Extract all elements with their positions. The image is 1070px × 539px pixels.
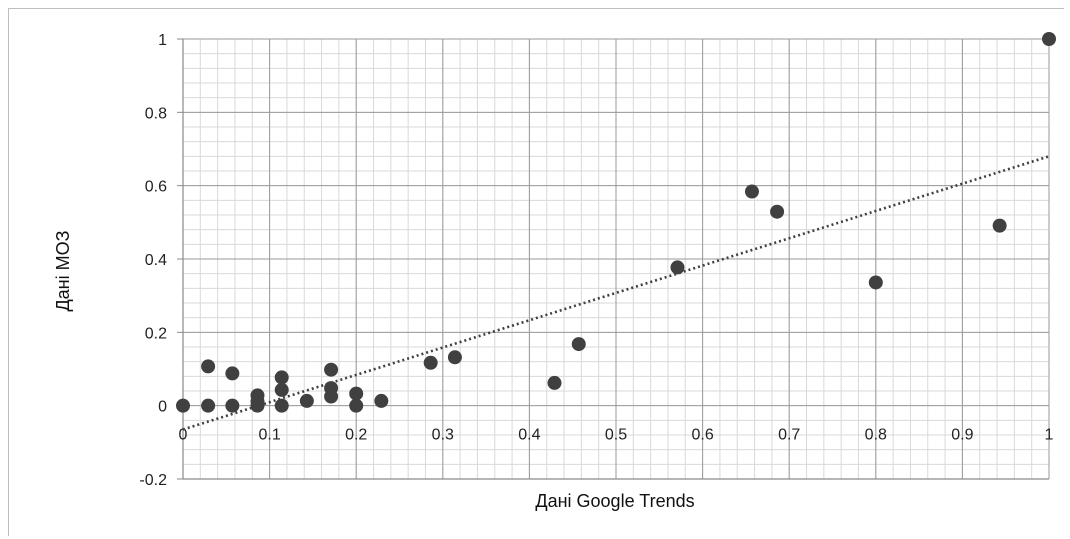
data-point xyxy=(1042,32,1056,46)
x-tick-label: 0.2 xyxy=(345,427,367,444)
data-point xyxy=(324,362,339,377)
x-tick-label: 0.1 xyxy=(258,427,280,444)
data-point xyxy=(770,204,785,219)
x-tick-label: 1 xyxy=(1045,427,1054,444)
data-point xyxy=(274,398,289,413)
scatter-chart: 0 0.1 0.2 0.3 0.4 0.5 0.6 0.7 0.8 0.9 1 -0.2 0 0.2 0.… xyxy=(53,32,1056,511)
y-tick-label: 0.2 xyxy=(145,325,167,342)
y-tick-label: 0.4 xyxy=(145,252,167,269)
data-point xyxy=(250,394,265,409)
chart-frame: 0 0.1 0.2 0.3 0.4 0.5 0.6 0.7 0.8 0.9 1 -0.2 0 0.2 0.… xyxy=(8,8,1064,536)
x-tick-label: 0.6 xyxy=(691,427,713,444)
data-point xyxy=(225,366,240,381)
y-tick-label: 0 xyxy=(158,399,167,416)
data-point xyxy=(299,393,314,408)
y-axis-title: Дані МОЗ xyxy=(53,230,73,311)
x-tick-label: 0.5 xyxy=(605,427,627,444)
data-point xyxy=(992,218,1007,233)
data-point xyxy=(349,398,364,413)
y-tick-label: 0.8 xyxy=(145,105,167,122)
data-point xyxy=(670,260,685,275)
x-tick-labels: 0 0.1 0.2 0.3 0.4 0.5 0.6 0.7 0.8 0.9 1 xyxy=(179,427,1054,444)
data-points xyxy=(176,32,1056,413)
x-tick-label: 0.4 xyxy=(518,427,540,444)
data-point xyxy=(201,398,216,413)
x-axis-title: Дані Google Trends xyxy=(535,491,694,511)
y-tick-labels: -0.2 0 0.2 0.4 0.6 0.8 1 xyxy=(139,32,167,489)
data-point xyxy=(201,359,216,374)
y-tick-label: -0.2 xyxy=(139,472,167,489)
data-point xyxy=(274,370,289,385)
x-tick-label: 0.8 xyxy=(865,427,887,444)
x-tick-label: 0 xyxy=(179,427,188,444)
x-tick-label: 0.3 xyxy=(432,427,454,444)
data-point xyxy=(176,398,190,413)
data-point xyxy=(374,393,389,408)
data-point xyxy=(868,275,883,290)
data-point xyxy=(349,386,364,401)
y-tick-label: 0.6 xyxy=(145,179,167,196)
data-point xyxy=(225,398,240,413)
y-tick-label: 1 xyxy=(158,32,167,49)
data-point xyxy=(274,382,289,397)
x-tick-label: 0.7 xyxy=(778,427,800,444)
data-point xyxy=(547,375,562,390)
data-point xyxy=(744,184,759,199)
data-point xyxy=(324,389,339,404)
x-tick-label: 0.9 xyxy=(951,427,973,444)
data-point xyxy=(571,337,586,352)
data-point xyxy=(447,350,462,365)
major-gridlines xyxy=(182,38,1050,480)
data-point xyxy=(423,355,438,370)
